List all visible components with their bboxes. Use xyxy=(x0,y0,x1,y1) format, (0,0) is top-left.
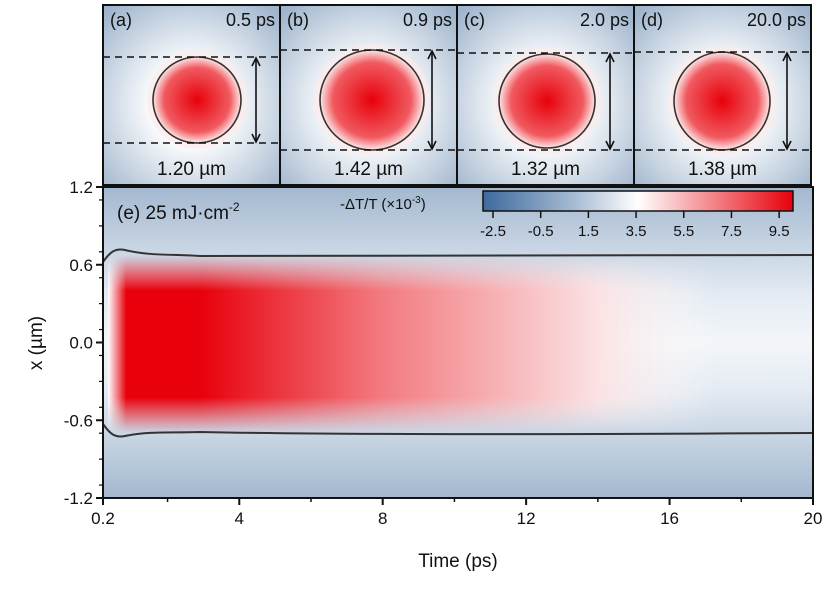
panel-label: (a) xyxy=(110,10,132,30)
panel-frame xyxy=(633,4,812,186)
spot-contour xyxy=(319,49,425,151)
arrow-head-icon xyxy=(782,51,792,151)
panel-width: 1.38 µm xyxy=(688,159,757,180)
axes: 0.2 4 8 12 16 20 1.2 0.6 0.0 -0.6 -1.2 xyxy=(64,178,823,528)
panel-width: 1.42 µm xyxy=(334,159,403,180)
colorbar-tick-label: -2.5 xyxy=(480,223,506,240)
y-tick-label: -0.6 xyxy=(64,411,93,430)
x-tick-label: 4 xyxy=(235,509,244,528)
colorbar-tick-label: 7.5 xyxy=(721,223,742,240)
x-tick-label: 12 xyxy=(517,509,536,528)
panel-time: 2.0 ps xyxy=(580,10,629,30)
x-tick-label: 0.2 xyxy=(91,509,115,528)
heatmap-signal-region xyxy=(108,255,718,433)
panel-time: 20.0 ps xyxy=(747,10,806,30)
arrow-head-icon xyxy=(605,52,615,151)
colorbar-label: -ΔT/T (×10-3) xyxy=(340,195,426,213)
y-axis-label: x (µm) xyxy=(26,316,47,370)
snapshot-panel: (c) 2.0 ps 1.32 µm xyxy=(456,4,635,186)
x-axis-label: Time (ps) xyxy=(418,551,498,572)
y-tick-label: -1.2 xyxy=(64,489,93,508)
spot-contour xyxy=(673,51,771,151)
colorbar-tick-label: 9.5 xyxy=(769,223,790,240)
panel-label-e: (e) 25 mJ·cm-2 xyxy=(117,200,240,224)
panel-label: (d) xyxy=(641,10,663,30)
panel-width: 1.20 µm xyxy=(157,159,226,180)
arrow-head-icon xyxy=(251,56,261,144)
spot-contour xyxy=(498,53,596,149)
panel-label: (b) xyxy=(287,10,309,30)
colorbar xyxy=(482,190,794,212)
colorbar-tick-label: 3.5 xyxy=(626,223,647,240)
colorbar-ticks: -2.5 -0.5 1.5 3.5 5.5 7.5 9.5 xyxy=(480,211,790,240)
y-tick-label: 0.6 xyxy=(69,256,93,275)
x-tick-label: 8 xyxy=(378,509,387,528)
y-tick-label: 1.2 xyxy=(69,178,93,197)
colorbar-tick-label: -0.5 xyxy=(528,223,554,240)
heatmap-plot: (e) 25 mJ·cm-2 -ΔT/T (×10-3) -2.5 -0.5 1.5… xyxy=(26,178,822,572)
panel-label: (c) xyxy=(464,10,485,30)
x-tick-label: 20 xyxy=(804,509,823,528)
panel-time: 0.5 ps xyxy=(226,10,275,30)
snapshot-panel: (a) 0.5 ps 1.20 µm xyxy=(102,4,281,186)
x-tick-label: 16 xyxy=(660,509,679,528)
panel-time: 0.9 ps xyxy=(403,10,452,30)
contour-lower xyxy=(103,423,813,438)
arrow-head-icon xyxy=(427,49,437,151)
panel-width: 1.32 µm xyxy=(511,159,580,180)
snapshot-panel: (d) 20.0 ps 1.38 µm xyxy=(633,4,812,186)
snapshot-panels: (a) 0.5 ps 1.20 µm (b) 0.9 ps 1.42 µm (c) 2.0 p… xyxy=(102,4,812,186)
colorbar-tick-label: 1.5 xyxy=(578,223,599,240)
spot-contour xyxy=(152,56,242,144)
colorbar-tick-label: 5.5 xyxy=(673,223,694,240)
snapshot-panel: (b) 0.9 ps 1.42 µm xyxy=(279,4,458,186)
y-tick-label: 0.0 xyxy=(69,334,93,353)
contour-upper xyxy=(103,248,813,263)
